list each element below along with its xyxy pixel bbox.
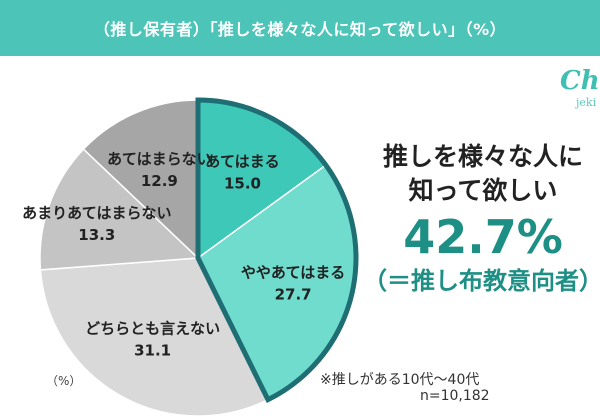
slice-value-2: 31.1 — [134, 342, 171, 360]
pie-slice-2 — [39, 257, 269, 417]
summary-callout: 推しを様々な人に 知って欲しい 42.7% （＝推し布教意向者） — [358, 140, 600, 296]
chart-title: （推し保有者）「推しを様々な人に知って欲しい」（%） — [93, 20, 507, 39]
callout-percent: 42.7% — [403, 210, 563, 264]
callout-line2: 知って欲しい — [408, 176, 558, 205]
slice-label-3: あまりあてはまらない — [22, 204, 171, 222]
slice-value-3: 13.3 — [78, 226, 115, 244]
sample-size: n=10,182 — [420, 388, 490, 404]
brand-logo: Che jeki — [560, 66, 600, 109]
slice-value-0: 15.0 — [224, 175, 261, 193]
slice-label-0: あてはまる — [205, 153, 279, 171]
slice-label-2: どちらとも言えない — [85, 320, 220, 338]
slice-value-4: 12.9 — [141, 172, 178, 190]
pie-chart: あてはまる 15.0 ややあてはまる 27.7 どちらとも言えない 31.1 あまりあてはま… — [22, 97, 359, 417]
slice-label-4: あてはまらない — [107, 150, 211, 168]
callout-line1: 推しを様々な人に — [382, 142, 583, 171]
logo-sub-text: jeki — [576, 96, 597, 109]
sample-note: ※推しがある10代～40代 — [320, 372, 480, 388]
highlight-outline — [195, 97, 359, 404]
slice-label-1: ややあてはまる — [241, 263, 345, 281]
unit-label: （%） — [46, 374, 82, 388]
pie-slice-4 — [82, 99, 199, 260]
chart-title-bar: （推し保有者）「推しを様々な人に知って欲しい」（%） — [0, 0, 600, 56]
logo-main-text: Che — [560, 66, 600, 96]
slice-value-1: 27.7 — [275, 285, 312, 303]
pie-slice-3 — [39, 148, 200, 271]
callout-sub: （＝推し布教意向者） — [363, 267, 600, 295]
